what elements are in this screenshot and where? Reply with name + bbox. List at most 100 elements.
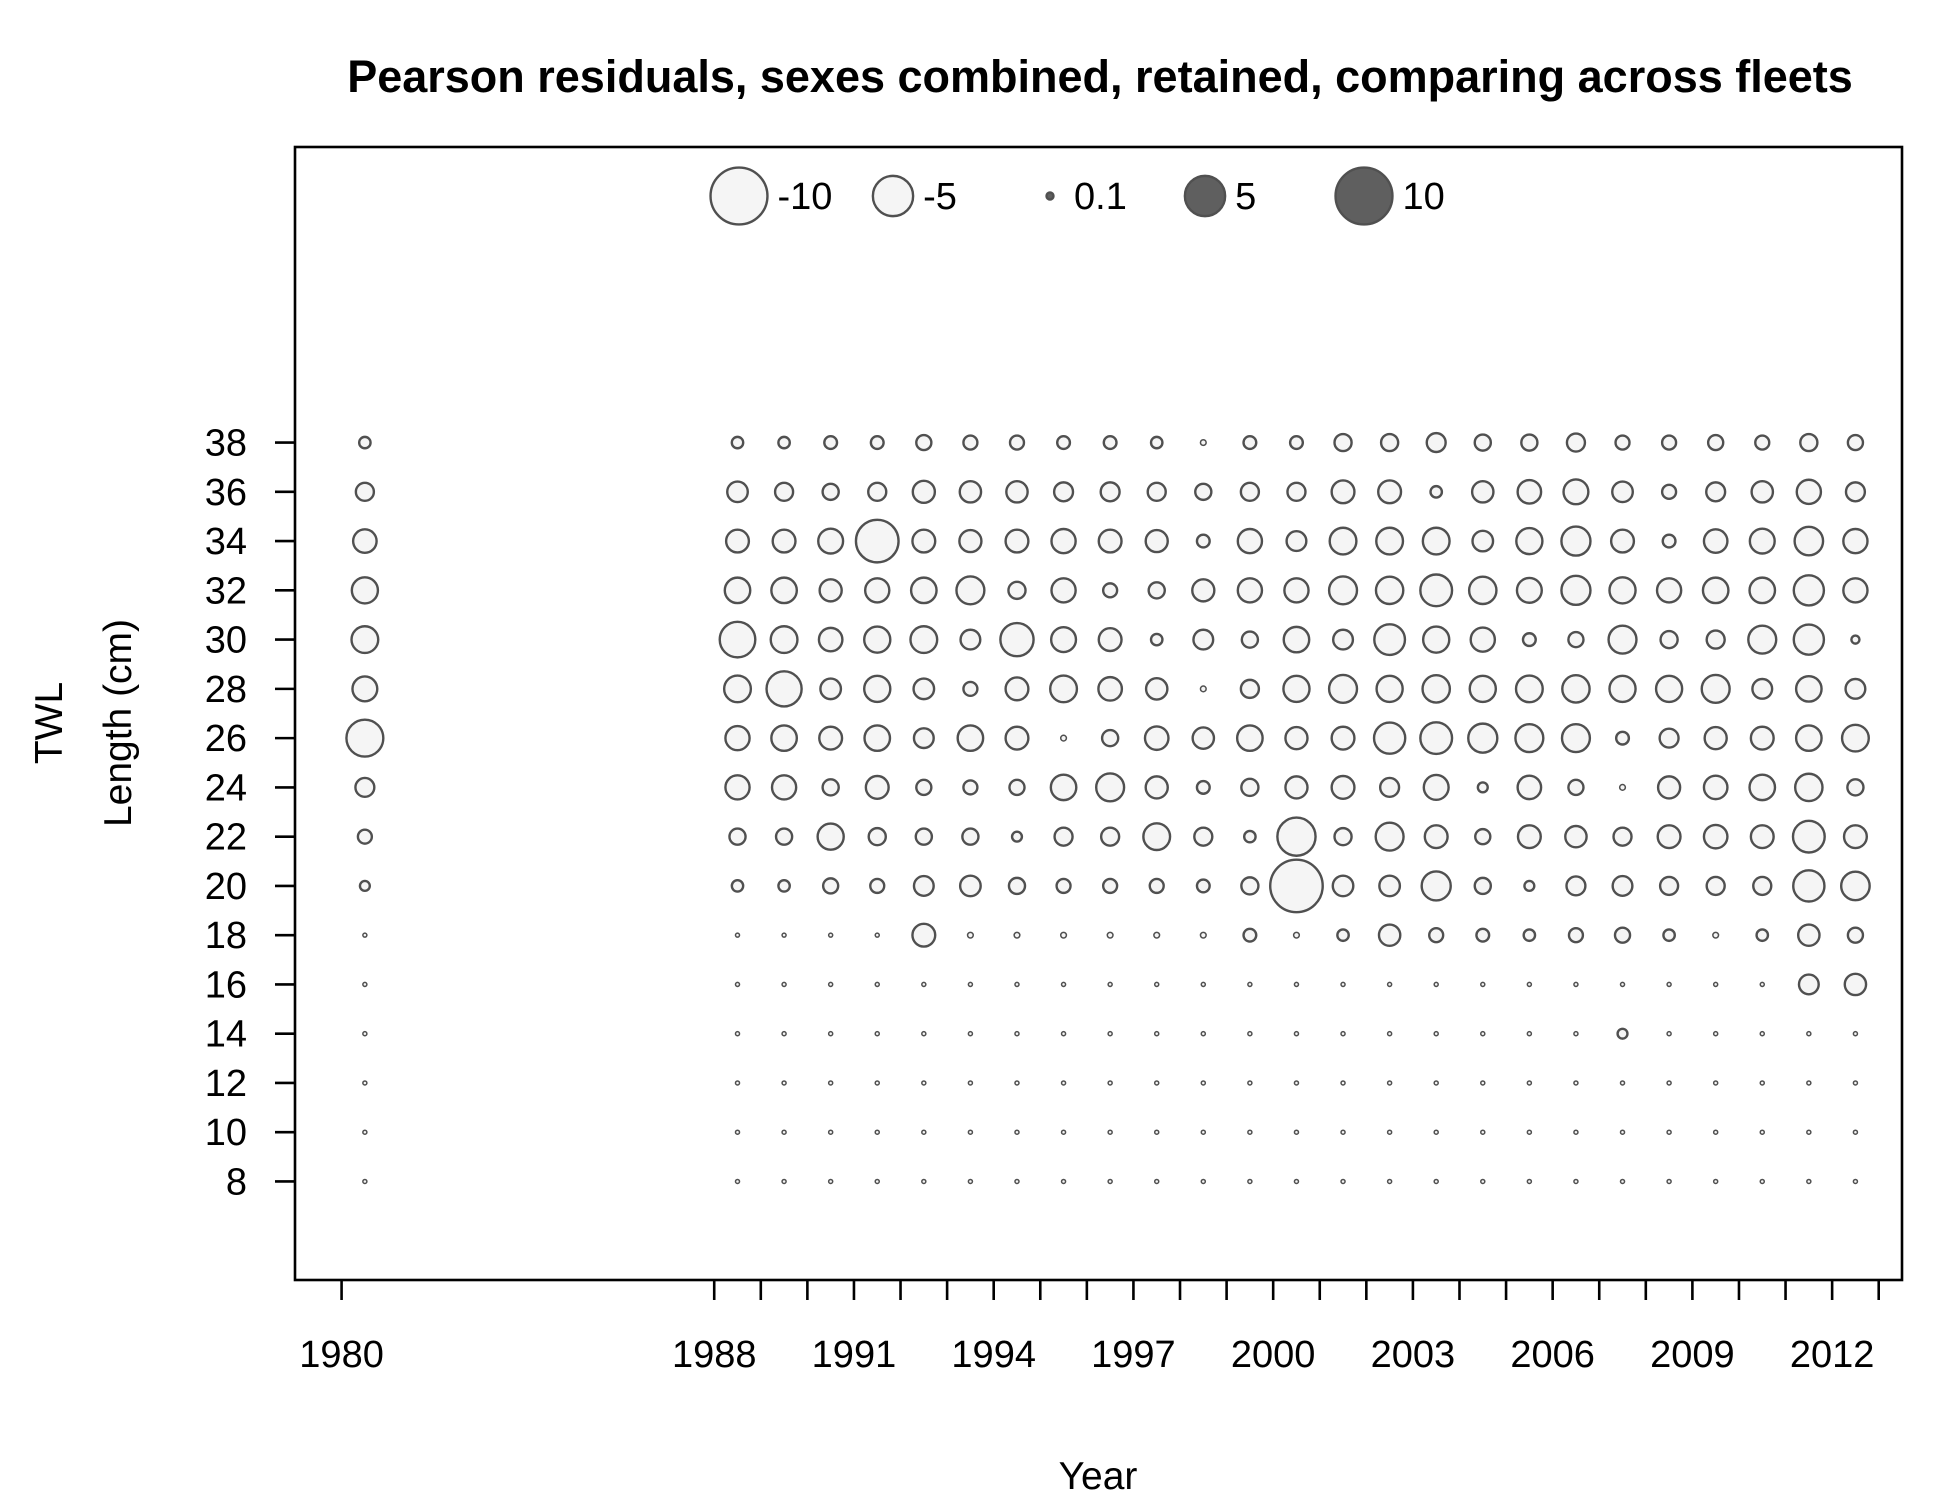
residual-bubble [1099,481,1121,503]
residual-bubble [1797,973,1820,996]
residual-bubble [956,724,985,753]
residual-bubble [818,578,843,603]
residual-bubble [1480,1178,1486,1185]
y-tick-label: 12 [205,1063,247,1105]
y-tick-label: 20 [205,866,247,908]
x-axis-label: Year [1059,1455,1138,1498]
residual-bubble [817,527,845,555]
residual-bubble [1475,927,1491,943]
residual-bubble [1195,779,1211,795]
residual-bubble [1706,433,1725,452]
residual-bubble [1666,1129,1672,1135]
residual-bubble [1288,435,1305,451]
residual-bubble [1200,1080,1207,1086]
residual-bubble [874,932,881,938]
residual-bubble [1852,1030,1859,1037]
residual-bubble [1293,981,1300,988]
residual-bubble [1153,1129,1160,1135]
residual-bubble [1050,527,1077,555]
x-tick-label: 1980 [299,1334,384,1376]
residual-bubble [1842,577,1869,604]
residual-bubble [863,674,892,704]
residual-bubble [1619,1080,1626,1086]
residual-bubble [1276,816,1317,857]
residual-bubble [1101,582,1119,599]
residual-bubble [1747,624,1778,655]
residual-bubble [1423,824,1449,850]
residual-bubble [1850,634,1861,645]
residual-bubble [1059,931,1068,939]
residual-bubble [1656,824,1682,850]
residual-bubble [722,674,753,704]
residual-bubble [362,1178,368,1185]
residual-bubble [869,877,886,895]
residual-bubble [1235,724,1264,753]
residual-bubble [1799,432,1819,453]
x-tick-label: 2012 [1790,1334,1875,1376]
residual-bubble [1247,1030,1253,1037]
residual-bubble [1473,433,1493,452]
residual-bubble [1336,928,1350,943]
residual-bubble [1806,1030,1812,1037]
residual-bubble [915,433,933,452]
residual-bubble [1153,1030,1160,1037]
residual-bubble [1712,1030,1719,1037]
residual-bubble [1608,674,1637,704]
y-tick-label: 8 [226,1161,247,1203]
residual-bubble [959,628,982,651]
residual-bubble [1433,1080,1439,1086]
residual-bubble [912,727,935,750]
residual-bubble [723,576,752,605]
residual-bubble [1433,981,1439,988]
x-tick-label: 2003 [1371,1334,1456,1376]
x-tick-label: 1994 [951,1334,1036,1376]
residual-bubble [1005,479,1029,504]
residual-bubble [1703,725,1728,751]
x-tick-label: 1991 [812,1334,897,1376]
residual-bubble [1806,1129,1812,1135]
residual-bubble [823,435,839,451]
residual-bubble [777,435,791,450]
residual-bubble [827,932,834,938]
y-tick-label: 14 [205,1014,247,1056]
residual-bubble [1752,875,1773,897]
residual-bubble [1199,438,1207,447]
residual-bubble [1102,435,1118,451]
residual-bubble [1340,981,1346,988]
residual-bubble [1013,931,1021,939]
residual-bubble [1433,1129,1439,1135]
residual-bubble [1567,630,1585,649]
residual-bubble [921,1030,927,1037]
residual-bubble [1195,533,1211,549]
residual-bubble [1149,435,1164,450]
residual-bubble [724,724,751,752]
residual-bubble [1658,727,1680,749]
residual-bubble [771,528,797,554]
residual-bubble [362,1030,368,1037]
residual-bubble [1794,724,1823,753]
residual-bubble [1420,870,1452,902]
residual-bubble [1467,722,1499,754]
residual-bubble [1526,1080,1533,1086]
residual-bubble [1792,623,1826,656]
residual-bubble [354,776,376,799]
residual-bubble [1473,876,1493,896]
residual-bubble [1712,1129,1719,1135]
x-tick-label: 2006 [1510,1334,1595,1376]
legend-bubble [1183,174,1227,218]
residual-bubble [1286,481,1307,503]
residual-bubble [1654,674,1684,704]
residual-bubble [1293,1178,1300,1185]
residual-bubble [1573,1080,1579,1086]
residual-bubble [718,620,757,659]
residual-bubble [874,981,881,988]
residual-bubble [1792,574,1826,607]
residual-bubble [1469,626,1497,653]
residual-bubble [863,625,892,654]
residual-bubble [1607,624,1638,655]
residual-bubble [1705,629,1726,650]
residual-bubble [1526,1178,1533,1185]
residual-bubble [730,435,745,450]
residual-bubble [1573,1030,1579,1037]
residual-bubble [1293,1080,1300,1086]
